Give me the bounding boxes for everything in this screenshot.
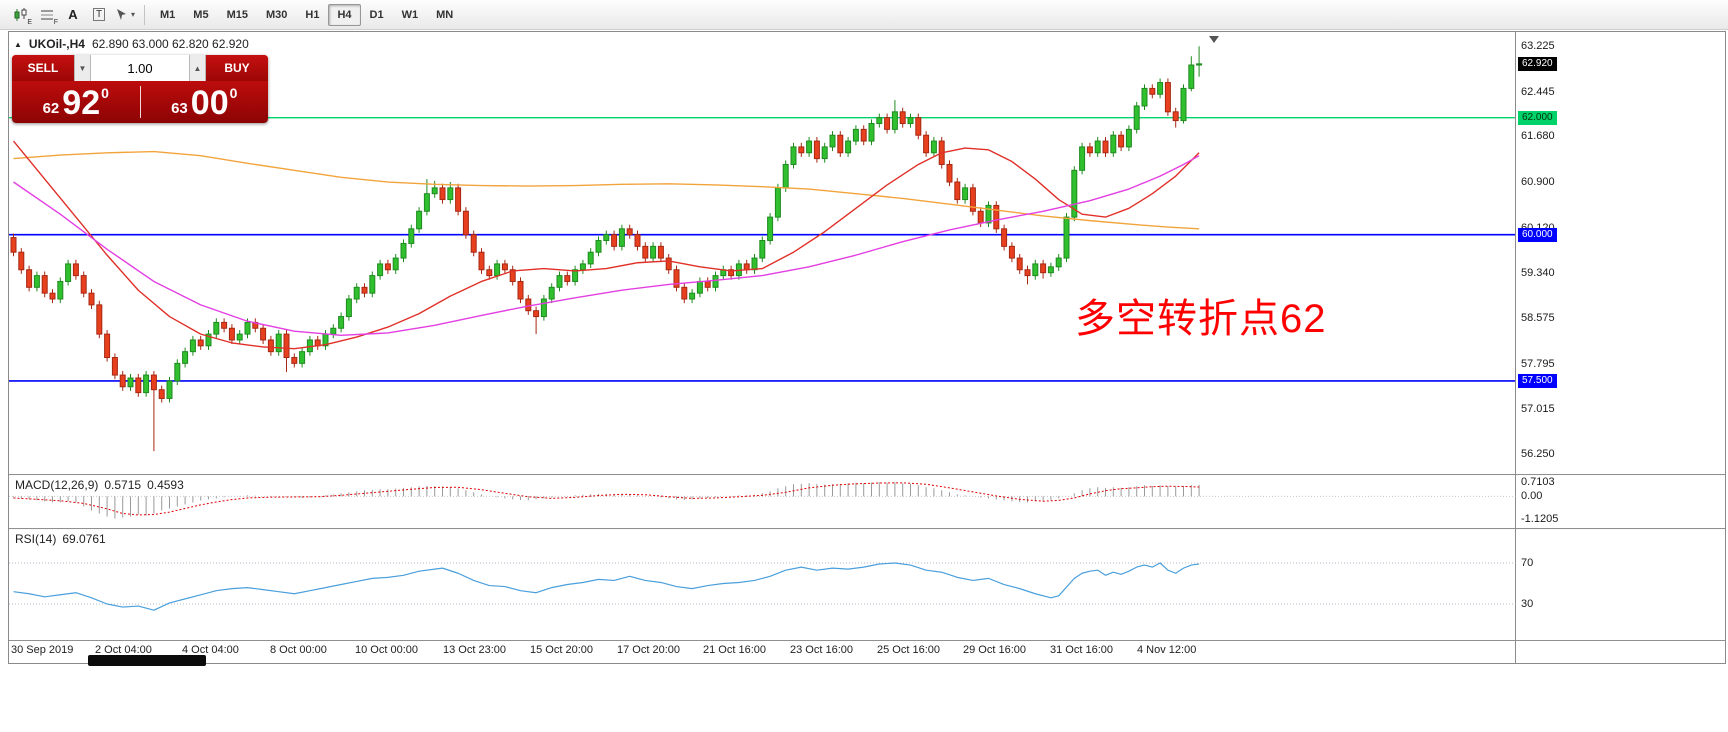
candlestick-chart-icon	[14, 7, 27, 21]
sell-price-sup: 0	[101, 85, 109, 101]
chart-canvas[interactable]	[9, 32, 1725, 663]
ohlc-quotes-label: 62.890 63.000 62.820 62.920	[91, 37, 249, 51]
text-label-icon: T	[92, 8, 106, 21]
chart-window: 63.225 62.445 61.680 60.900 60.120 59.340 58.5…	[8, 31, 1726, 664]
dropdown-arrow-icon: ▾	[130, 10, 135, 19]
main-toolbar: E F A T ▾ M1 M5 M15 M30 H1 H4 D1 W1 MN	[0, 0, 1728, 30]
sell-price-big: 92	[62, 84, 101, 122]
chart-title-bar: ▲ UKOil-,H4 62.890 63.000 62.820 62.920	[14, 37, 249, 51]
toolbar-separator	[144, 4, 145, 25]
chart-candles-tool[interactable]: E	[9, 4, 33, 26]
trade-panel-prices-row: 62 92 0 63 00 0	[12, 81, 268, 123]
tf-button-H4[interactable]: H4	[328, 3, 361, 26]
macd-name: MACD(12,26,9)	[15, 478, 99, 492]
buy-price-sup: 0	[229, 85, 238, 101]
one-click-collapse-icon[interactable]: ▲	[14, 39, 22, 49]
tf-button-M1[interactable]: M1	[160, 8, 176, 21]
tool-sub-label: F	[53, 18, 58, 26]
symbol-timeframe-label: UKOil-,H4	[28, 37, 85, 51]
cursor-icon	[116, 8, 126, 20]
tf-button-M5[interactable]: M5	[193, 8, 209, 21]
text-label-tool[interactable]: T	[87, 4, 111, 26]
text-tool[interactable]: A	[61, 4, 85, 26]
buy-price-big: 00	[190, 84, 229, 122]
chart-annotation-text: 多空转折点62	[1075, 297, 1327, 341]
rsi-name: RSI(14)	[15, 532, 57, 546]
tf-button-M15[interactable]: M15	[226, 8, 248, 21]
tf-button-MN[interactable]: MN	[436, 8, 454, 21]
sell-price-display[interactable]: 62 92 0	[12, 81, 140, 123]
volume-input[interactable]: 1.00	[91, 55, 189, 81]
macd-signal-value: 0.4593	[147, 478, 184, 492]
trade-panel-divider	[139, 86, 141, 118]
grid-bars-icon	[41, 9, 53, 20]
taskbar-fragment	[88, 655, 206, 666]
sell-price-small: 62	[42, 100, 60, 117]
rsi-value: 69.0761	[62, 532, 106, 546]
one-click-trading-panel: SELL ▼ 1.00 ▲ BUY 62 92 0 63 00 0	[12, 55, 268, 123]
trade-panel-top-row: SELL ▼ 1.00 ▲ BUY	[12, 55, 268, 81]
rsi-label: RSI(14) 69.0761	[15, 532, 106, 546]
volume-decrement-button[interactable]: ▼	[74, 55, 91, 81]
tf-button-D1[interactable]: D1	[369, 8, 384, 21]
text-tool-icon: A	[68, 7, 78, 22]
macd-main-value: 0.5715	[104, 478, 142, 492]
price-shift-marker[interactable]	[1209, 36, 1219, 43]
chart-grid-tool[interactable]: F	[35, 4, 59, 26]
tf-button-W1[interactable]: W1	[401, 8, 419, 21]
tf-button-M30[interactable]: M30	[265, 8, 288, 21]
buy-price-small: 63	[171, 100, 188, 117]
macd-label: MACD(12,26,9) 0.5715 0.4593	[15, 478, 184, 492]
tool-sub-label: E	[27, 18, 32, 26]
buy-price-display[interactable]: 63 00 0	[141, 81, 269, 123]
buy-button[interactable]: BUY	[206, 55, 268, 81]
cursor-tool[interactable]: ▾	[113, 4, 137, 26]
timeframe-toolbar: M1 M5 M15 M30 H1 H4 D1 W1 MN	[151, 3, 462, 26]
tf-button-H1[interactable]: H1	[305, 8, 320, 21]
volume-increment-button[interactable]: ▲	[189, 55, 206, 81]
sell-button[interactable]: SELL	[12, 55, 74, 81]
